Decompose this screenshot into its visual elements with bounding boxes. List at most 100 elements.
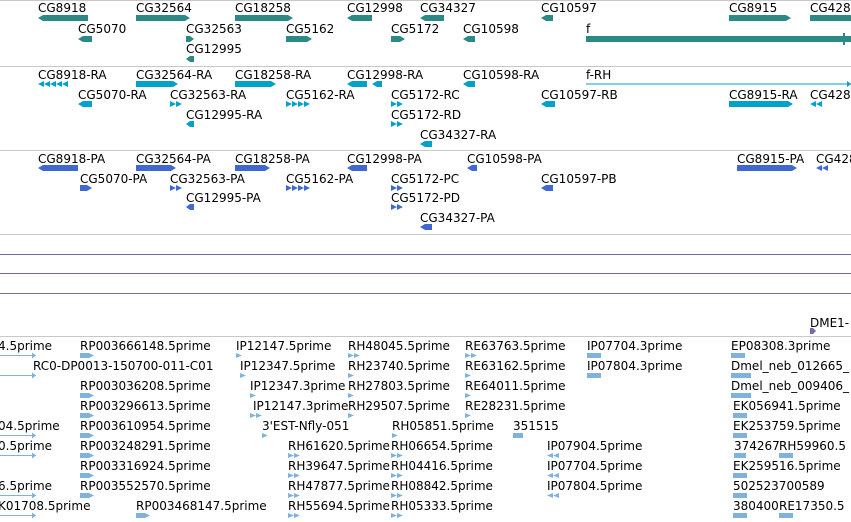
feature-label-re63763-5prime[interactable]: RE63763.5prime <box>465 339 566 353</box>
transcript-glyph-cg5162-ra[interactable] <box>286 101 312 107</box>
protein-glyph-cg34327-pa[interactable] <box>420 224 432 230</box>
transcript-glyph-cg5172-rc[interactable] <box>391 101 403 107</box>
feature-label-502523700589[interactable]: 502523700589 <box>733 479 825 493</box>
est-glyph-6-5prime[interactable] <box>0 492 36 499</box>
repeat-feature-line[interactable] <box>0 254 851 255</box>
gene-glyph-f[interactable] <box>586 36 851 42</box>
est-glyph-rp003316924-5prime[interactable] <box>80 473 94 478</box>
feature-label-re64011-5prime[interactable]: RE64011.5prime <box>465 379 566 393</box>
est-glyph-ip07804-5prime[interactable] <box>547 493 561 498</box>
feature-label-4-5prime[interactable]: 4.5prime <box>0 339 53 353</box>
est-glyph-ip07904-5prime[interactable] <box>547 453 561 458</box>
feature-label-rh23740-5prime[interactable]: RH23740.5prime <box>348 359 450 373</box>
est-glyph-ip07704-5prime[interactable] <box>547 473 561 478</box>
gene-glyph-f-end[interactable] <box>843 33 845 45</box>
est-glyph-ek056941-5prime[interactable] <box>733 413 747 418</box>
feature-label-cg32563-pa[interactable]: CG32563-PA <box>170 172 245 186</box>
feature-label-cg5162-ra[interactable]: CG5162-RA <box>286 88 355 102</box>
est-glyph-rp003552570-5prime[interactable] <box>80 493 94 498</box>
feature-label-rh39647-5prime[interactable]: RH39647.5prime <box>288 459 390 473</box>
est-glyph-dmel-neb-009406[interactable] <box>731 393 751 398</box>
est-glyph-rp003666148-5prime[interactable] <box>80 353 94 358</box>
feature-label-dmel-neb-012665[interactable]: Dmel_neb_012665_ <box>731 359 850 373</box>
transcript-glyph-cg5070-ra[interactable] <box>78 101 92 107</box>
feature-label-rh61620-5prime[interactable]: RH61620.5prime <box>288 439 390 453</box>
feature-label-cg428[interactable]: CG428 <box>816 152 851 166</box>
est-glyph-rh59960-5[interactable] <box>779 453 793 458</box>
est-glyph-rh06654-5prime[interactable] <box>391 453 403 458</box>
est-glyph-rp003610954-5prime[interactable] <box>80 433 94 438</box>
protein-glyph-cg8915-pa[interactable] <box>737 165 797 171</box>
feature-label-cg5162-pa[interactable]: CG5162-PA <box>286 172 354 186</box>
est-glyph-502523700589[interactable] <box>733 493 747 498</box>
protein-glyph-cg5162-pa[interactable] <box>286 185 312 191</box>
feature-label-rh08842-5prime[interactable]: RH08842.5prime <box>391 479 493 493</box>
est-glyph-380400[interactable] <box>733 513 747 518</box>
est-glyph-ep08308-3prime[interactable] <box>731 353 745 358</box>
est-glyph-0-5prime[interactable] <box>0 452 36 459</box>
feature-label-cg18258[interactable]: CG18258 <box>235 1 291 15</box>
gene-glyph-cg5070[interactable] <box>78 36 92 42</box>
gene-glyph-cg12995[interactable] <box>186 56 194 62</box>
feature-label-k01708-5prime[interactable]: K01708.5prime <box>0 499 91 513</box>
protein-glyph-cg10598-pa[interactable] <box>467 165 477 171</box>
feature-label-cg5172[interactable]: CG5172 <box>391 22 440 36</box>
feature-label-cg18258-pa[interactable]: CG18258-PA <box>235 152 310 166</box>
est-glyph-rh27803-5prime[interactable] <box>348 393 358 398</box>
feature-label-ek253759-5prime[interactable]: EK253759.5prime <box>733 419 841 433</box>
est-glyph-ip07704-3prime[interactable] <box>587 353 601 358</box>
feature-label-cg10597[interactable]: CG10597 <box>541 1 597 15</box>
feature-label-cg10598[interactable]: CG10598 <box>463 22 519 36</box>
feature-label-cg4285[interactable]: CG4285 <box>810 1 851 15</box>
feature-label-cg8915-pa[interactable]: CG8915-PA <box>737 152 805 166</box>
protein-glyph-cg32563-pa[interactable] <box>170 185 182 191</box>
feature-label-cg18258-ra[interactable]: CG18258-RA <box>235 68 312 82</box>
gene-glyph-cg12998[interactable] <box>347 15 372 21</box>
feature-label-cg12998-pa[interactable]: CG12998-PA <box>347 152 422 166</box>
feature-label-cg8918[interactable]: CG8918 <box>38 1 87 15</box>
feature-label-ip07804-3prime[interactable]: IP07804.3prime <box>587 359 683 373</box>
feature-label-cg10597-pb[interactable]: CG10597-PB <box>541 172 617 186</box>
feature-label-cg32564-ra[interactable]: CG32564-RA <box>136 68 213 82</box>
feature-label-cg5070-ra[interactable]: CG5070-RA <box>78 88 147 102</box>
gene-glyph-cg18258[interactable] <box>235 15 293 21</box>
transcript-glyph-cg32564-ra[interactable] <box>136 81 178 87</box>
feature-label-rh47877-5prime[interactable]: RH47877.5prime <box>288 479 390 493</box>
est-glyph-rh04416-5prime[interactable] <box>391 473 403 478</box>
est-glyph-rh55694-5prime[interactable] <box>288 513 302 518</box>
feature-label-ip12347-5prime[interactable]: IP12347.5prime <box>240 359 336 373</box>
transcript-glyph-cg5172-rd[interactable] <box>391 121 403 127</box>
protein-glyph-cg428[interactable] <box>816 165 828 171</box>
est-glyph-04-5prime[interactable] <box>0 432 36 439</box>
feature-label-cg32563-ra[interactable]: CG32563-RA <box>170 88 247 102</box>
feature-label-ip07804-5prime[interactable]: IP07804.5prime <box>547 479 643 493</box>
est-glyph-dmel-neb-012665[interactable] <box>731 373 751 378</box>
est-glyph-rh08842-5prime[interactable] <box>391 493 403 498</box>
feature-label-cg5172-pc[interactable]: CG5172-PC <box>391 172 460 186</box>
feature-label-351515[interactable]: 351515 <box>513 419 559 433</box>
feature-label-rh05333-5prime[interactable]: RH05333.5prime <box>391 499 493 513</box>
feature-label-cg5172-pd[interactable]: CG5172-PD <box>391 191 461 205</box>
est-glyph-ip12347-3prime[interactable] <box>250 393 260 398</box>
transcript-glyph-cg8918-ra[interactable] <box>38 81 68 87</box>
repeat-feature-line[interactable] <box>0 293 851 294</box>
feature-label-rp003036208-5prime[interactable]: RP003036208.5prime <box>80 379 211 393</box>
feature-label-ek259516-5prime[interactable]: EK259516.5prime <box>733 459 841 473</box>
protein-glyph-cg5070-pa[interactable] <box>80 185 92 191</box>
feature-label-ip12147-3prime[interactable]: IP12147.3prime <box>253 399 349 413</box>
feature-label-cg32564[interactable]: CG32564 <box>136 1 192 15</box>
transcript-glyph-cg34327-ra[interactable] <box>420 141 432 147</box>
feature-label-ip07904-5prime[interactable]: IP07904.5prime <box>547 439 643 453</box>
feature-label-rh04416-5prime[interactable]: RH04416.5prime <box>391 459 493 473</box>
est-glyph-re17350-5[interactable] <box>779 513 793 518</box>
feature-label-ip07704-5prime[interactable]: IP07704.5prime <box>547 459 643 473</box>
feature-label-cg12995[interactable]: CG12995 <box>186 42 242 56</box>
feature-label-6-5prime[interactable]: 6.5prime <box>0 479 53 493</box>
transcript-glyph-cg12998-ra[interactable] <box>347 81 367 87</box>
est-glyph-ip12147-5prime[interactable] <box>236 353 244 358</box>
feature-label-cg10597-rb[interactable]: CG10597-RB <box>541 88 618 102</box>
feature-label-cg34327[interactable]: CG34327 <box>420 1 476 15</box>
repeat-feature-line[interactable] <box>0 273 851 274</box>
gene-glyph-cg8918[interactable] <box>38 15 88 21</box>
est-glyph-rc0-dp0013-150700-011-c01[interactable] <box>0 372 36 379</box>
